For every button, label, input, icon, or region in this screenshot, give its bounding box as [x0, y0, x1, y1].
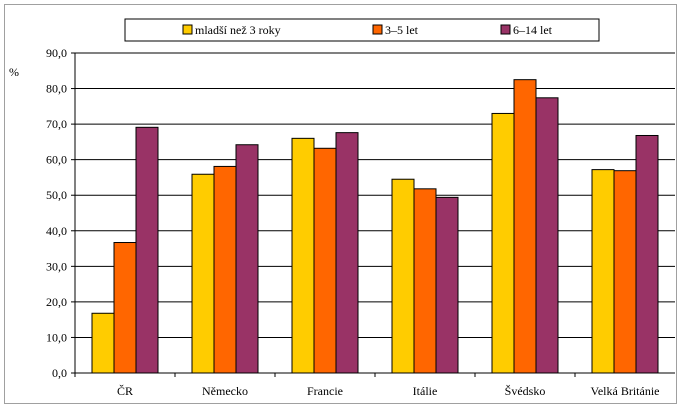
x-category-label: Francie [307, 384, 343, 398]
gridlines [75, 52, 675, 338]
axes [74, 53, 675, 377]
bar [613, 170, 637, 374]
bar [291, 137, 315, 374]
bar [235, 144, 259, 374]
bar [91, 312, 115, 374]
bar [391, 178, 415, 374]
bar [413, 188, 437, 374]
x-category-label: Itálie [413, 384, 438, 398]
y-tick-label: 80,0 [46, 82, 67, 96]
legend-swatch [500, 24, 511, 35]
y-tick-label: 0,0 [52, 366, 67, 380]
bar-chart: 0,010,020,030,040,050,060,070,080,090,0 … [9, 18, 675, 398]
bar [635, 134, 659, 374]
bars [91, 79, 659, 374]
bar [591, 169, 615, 374]
x-category-label: Švédsko [505, 384, 546, 398]
bar [191, 173, 215, 374]
bar [313, 147, 337, 374]
y-axis-unit-label: % [9, 65, 19, 79]
y-tick-label: 40,0 [46, 224, 67, 238]
x-category-label: Německo [202, 384, 248, 398]
y-tick-label: 60,0 [46, 153, 67, 167]
bar [135, 126, 159, 374]
x-category-label: ČR [117, 384, 133, 398]
bar [213, 165, 237, 374]
bar [435, 196, 459, 374]
legend: mladší než 3 roky 3–5 let 6–14 let [124, 18, 600, 42]
y-tick-label: 50,0 [46, 188, 67, 202]
x-category-label: Velká Británie [591, 384, 660, 398]
bar [535, 97, 559, 374]
legend-label: 3–5 let [385, 23, 419, 37]
legend-label: 6–14 let [513, 23, 553, 37]
y-tick-label: 30,0 [46, 259, 67, 273]
y-tick-label: 70,0 [46, 117, 67, 131]
legend-swatch [372, 24, 383, 35]
bar [513, 79, 537, 374]
bar [491, 112, 515, 374]
y-tick-label: 90,0 [46, 46, 67, 60]
chart-frame: 0,0 10,0 20,0 30,0 40,0 50,0 60,0 70,0 80,0 90,0 … [4, 4, 677, 404]
x-axis-labels: ČR Německo Francie Itálie Švédsko Velká Britá… [117, 384, 660, 398]
legend-swatch [182, 24, 193, 35]
y-tick-label: 10,0 [46, 330, 67, 344]
bar [335, 132, 359, 374]
y-axis-ticks: 0,0 10,0 20,0 30,0 40,0 50,0 60,0 70,0 80,0 90,0 [46, 46, 75, 380]
y-tick-label: 20,0 [46, 295, 67, 309]
bar [113, 242, 137, 374]
legend-box [124, 18, 600, 42]
legend-label: mladší než 3 roky [195, 23, 281, 37]
